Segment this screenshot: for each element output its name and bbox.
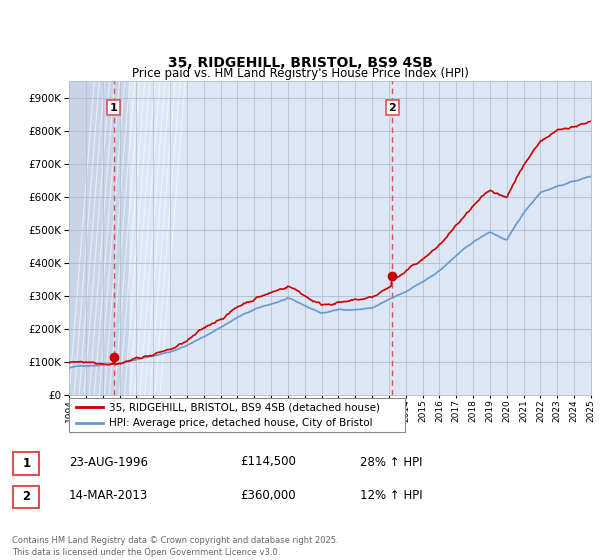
Text: Contains HM Land Registry data © Crown copyright and database right 2025.
This d: Contains HM Land Registry data © Crown c… xyxy=(12,536,338,557)
Text: 2: 2 xyxy=(22,491,31,503)
Text: 2: 2 xyxy=(388,102,396,113)
Text: HPI: Average price, detached house, City of Bristol: HPI: Average price, detached house, City… xyxy=(109,418,373,428)
Text: 23-AUG-1996: 23-AUG-1996 xyxy=(69,455,148,469)
Text: 12% ↑ HPI: 12% ↑ HPI xyxy=(360,489,422,502)
Text: £114,500: £114,500 xyxy=(240,455,296,469)
Text: 35, RIDGEHILL, BRISTOL, BS9 4SB: 35, RIDGEHILL, BRISTOL, BS9 4SB xyxy=(167,56,433,70)
Text: 14-MAR-2013: 14-MAR-2013 xyxy=(69,489,148,502)
Text: £360,000: £360,000 xyxy=(240,489,296,502)
Text: 35, RIDGEHILL, BRISTOL, BS9 4SB (detached house): 35, RIDGEHILL, BRISTOL, BS9 4SB (detache… xyxy=(109,402,380,412)
Text: 28% ↑ HPI: 28% ↑ HPI xyxy=(360,455,422,469)
Text: Price paid vs. HM Land Registry's House Price Index (HPI): Price paid vs. HM Land Registry's House … xyxy=(131,67,469,80)
Text: 1: 1 xyxy=(22,457,31,470)
Text: 1: 1 xyxy=(110,102,118,113)
